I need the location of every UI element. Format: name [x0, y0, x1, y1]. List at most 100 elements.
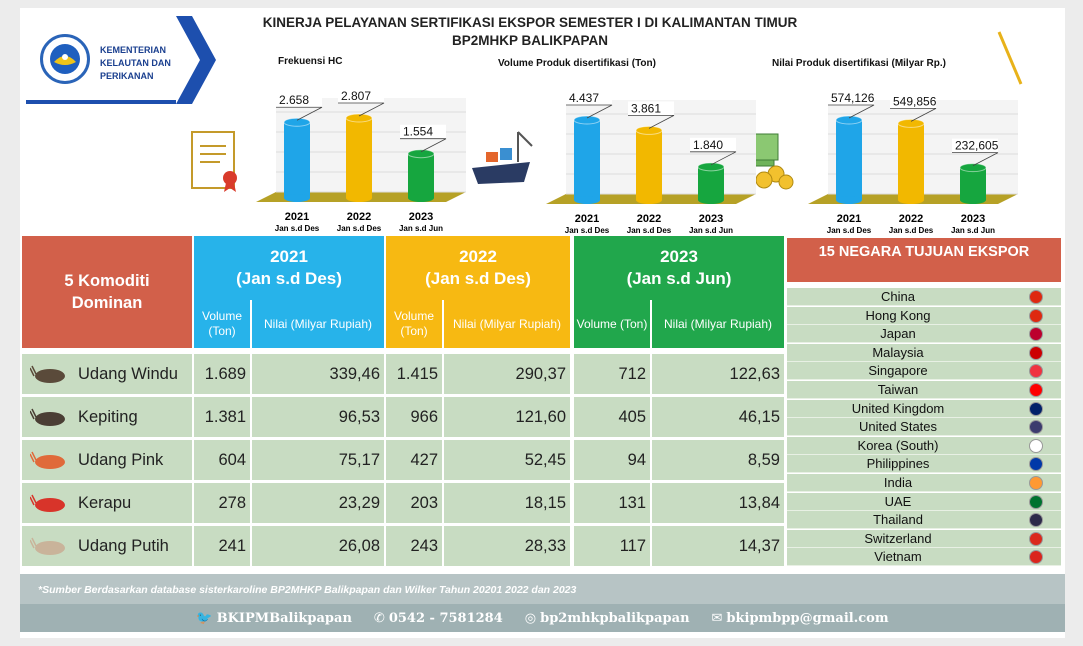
- country-item: Taiwan: [787, 381, 1061, 399]
- bar-2023: [960, 167, 986, 200]
- flag-icon: [1029, 457, 1043, 472]
- nilai-2021: 23,29: [252, 483, 384, 523]
- year-label: 2023: [660, 247, 698, 266]
- instagram-contact[interactable]: ◎ bp2mhkpbalikpapan: [525, 611, 690, 626]
- commodity-table: 5 Komoditi Dominan 2021 (Jan s.d Des) 20…: [22, 236, 788, 574]
- category-label: 2023: [961, 213, 985, 225]
- table-row: Kepiting 1.381 96,53 966 121,60 405 46,15: [22, 397, 788, 439]
- flag-icon: [1029, 438, 1043, 453]
- volume-2021: 604: [194, 440, 250, 480]
- country-name: Vietnam: [874, 549, 922, 565]
- flag-icon: [1029, 476, 1043, 490]
- chart-title-volume: Volume Produk disertifikasi (Ton): [498, 58, 656, 69]
- commodity-label: Udang Putih: [78, 536, 169, 555]
- volume-2023: 94: [574, 440, 650, 480]
- data-label-leader: [828, 104, 875, 119]
- ministry-logo-block: KEMENTERIAN KELAUTAN DAN PERIKANAN: [26, 16, 216, 104]
- nilai-2022: 18,15: [444, 483, 570, 523]
- country-item: Hong Kong: [787, 306, 1061, 325]
- flag-icon: [1029, 550, 1043, 565]
- nilai-2021: 26,08: [252, 526, 384, 566]
- bar-base: [574, 196, 600, 204]
- chart-title-nilai: Nilai Produk disertifikasi (Milyar Rp.): [772, 58, 946, 69]
- bar-2021: [574, 120, 600, 200]
- volume-2022: 203: [386, 483, 442, 523]
- flag-icon: [1029, 308, 1043, 323]
- bar-base: [698, 196, 724, 204]
- twitter-contact[interactable]: 🐦 BKIPMBalikpapan: [196, 611, 352, 626]
- data-label-leader: [690, 151, 737, 166]
- fish-icon: [30, 494, 65, 512]
- data-label-bg: [338, 89, 384, 103]
- bar-cap: [635, 125, 663, 135]
- data-label: 1.840: [693, 138, 723, 152]
- volume-2022: 966: [386, 397, 442, 437]
- bar-base: [408, 194, 434, 202]
- phone-contact[interactable]: ✆ 0542 - 7581284: [374, 611, 503, 626]
- commodity-label: Udang Windu: [78, 364, 178, 383]
- decorative-stripe: [997, 31, 1023, 85]
- header-year-2021: 2021 (Jan s.d Des): [194, 236, 384, 300]
- nilai-2022: 290,37: [444, 354, 570, 394]
- country-item: Singapore: [787, 362, 1061, 381]
- data-label-bg: [276, 93, 322, 108]
- data-label: 574,126: [831, 91, 875, 105]
- country-item: Japan: [787, 325, 1061, 344]
- country-item: India: [787, 474, 1061, 492]
- data-label-leader: [566, 104, 613, 119]
- bar-cap: [283, 117, 311, 127]
- category-sublabel: Jan s.d Jun: [399, 224, 443, 233]
- year-label: 2022: [459, 247, 497, 266]
- data-label-leader: [952, 152, 999, 166]
- volume-2021: 241: [194, 526, 250, 566]
- infographic: KEMENTERIAN KELAUTAN DAN PERIKANAN KINER…: [20, 8, 1065, 638]
- volume-2023: 712: [574, 354, 650, 394]
- volume-2021: 1.689: [194, 354, 250, 394]
- data-label-bg: [828, 91, 874, 105]
- bar-base: [836, 196, 862, 204]
- commodity-name: Udang Pink: [22, 440, 192, 480]
- data-label: 2.807: [341, 89, 371, 103]
- bar-base: [960, 196, 986, 204]
- data-label-bg: [952, 138, 998, 153]
- bar-cap: [959, 163, 987, 173]
- year-label: 2021: [270, 247, 308, 266]
- volume-2023: 117: [574, 526, 650, 566]
- year-period: (Jan s.d Des): [425, 269, 531, 288]
- country-item: Philippines: [787, 455, 1061, 474]
- volume-2022: 243: [386, 526, 442, 566]
- flag-icon: [1029, 401, 1043, 416]
- email-icon: ✉: [711, 610, 723, 626]
- country-name: UAE: [884, 493, 912, 509]
- volume-2023: 405: [574, 397, 650, 437]
- year-period: (Jan s.d Des): [236, 269, 342, 288]
- data-label-bg: [400, 124, 446, 139]
- volume-2021: 1.381: [194, 397, 250, 437]
- nilai-2021: 75,17: [252, 440, 384, 480]
- twitter-icon: 🐦: [196, 610, 213, 626]
- country-name: Switzerland: [864, 530, 932, 546]
- country-item: Vietnam: [787, 548, 1061, 567]
- year-period: (Jan s.d Jun): [626, 269, 732, 288]
- table-row: Kerapu 278 23,29 203 18,15 131 13,84: [22, 483, 788, 525]
- header-nilai-2022: Nilai (Milyar Rupiah): [444, 300, 570, 348]
- country-item: Thailand: [787, 511, 1061, 530]
- phone-number: 0542 - 7581284: [388, 610, 503, 626]
- source-note: *Sumber Berdasarkan database sisterkarol…: [38, 584, 577, 596]
- bar-cap: [697, 162, 725, 172]
- email-contact[interactable]: ✉ bkipmbpp@gmail.com: [712, 611, 889, 626]
- flag-icon: [1029, 345, 1043, 360]
- bar-cap: [835, 115, 863, 125]
- nilai-2022: 28,33: [444, 526, 570, 566]
- chart-volume-produk: 4.437 2021 Jan s.d Des 3.861 2022 Jan s.d Des…: [536, 88, 768, 238]
- country-name: Singapore: [868, 363, 928, 379]
- category-label: 2021: [575, 213, 599, 225]
- volume-2022: 1.415: [386, 354, 442, 394]
- export-countries-panel: 15 NEGARA TUJUAN EKSPOR China Hong Kong Ja…: [787, 238, 1061, 570]
- certificate-icon: [191, 131, 237, 192]
- commodity-name: Udang Windu: [22, 354, 192, 394]
- nilai-2023: 46,15: [652, 397, 784, 437]
- bar-2022: [346, 118, 372, 198]
- country-item: Malaysia: [787, 343, 1061, 362]
- category-label: 2023: [409, 211, 433, 223]
